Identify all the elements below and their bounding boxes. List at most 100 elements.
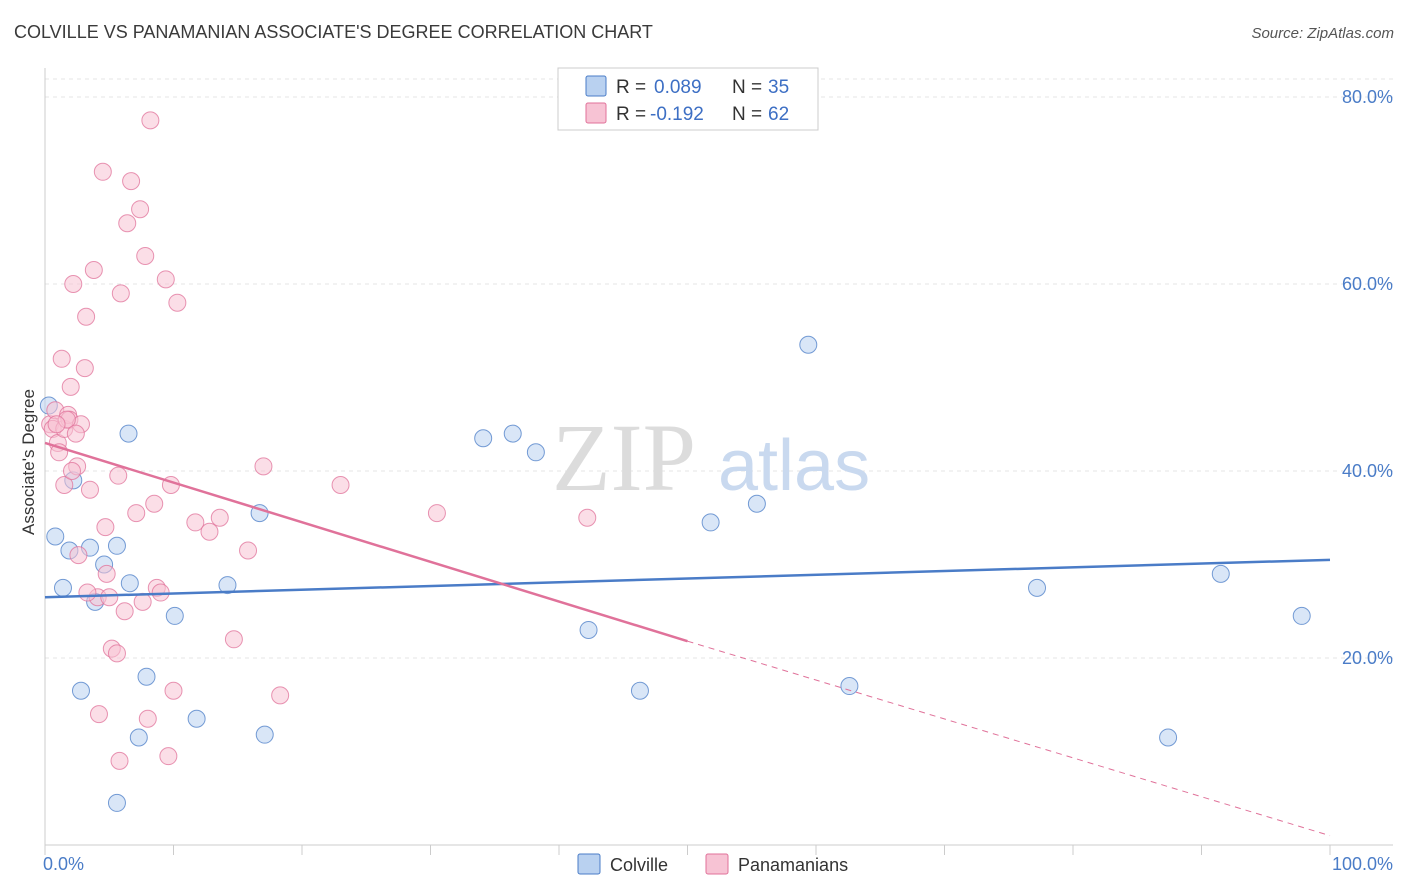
stats-legend-swatch-colville [585,75,607,97]
panamanians-point [75,359,94,378]
panamanians-point [136,246,155,265]
colville-point [630,681,649,700]
panamanians-point [64,275,83,293]
series-legend-swatch-colville [577,853,601,875]
colville-point [137,667,156,686]
stats-legend: R = 0.089 N = 35 R = -0.192 N = 62 [557,67,819,131]
stats-r-label-panamanians: R = [616,104,646,125]
panamanians-point [55,476,74,495]
panamanians-point [145,494,164,513]
y-tick-label: 60.0% [1342,274,1393,294]
colville-point [579,620,598,639]
series-legend-label-colville: Colville [610,855,668,875]
panamanians-point [109,466,128,485]
colville-point [107,536,126,555]
stats-n-label-panamanians: N = [732,104,762,125]
panamanians-point [80,480,99,499]
series-legend-label-panamanians: Panamanians [738,855,848,875]
panamanians-point [427,504,446,523]
watermark-atlas: atlas [718,426,870,506]
colville-point [53,578,72,597]
colville-point [503,424,522,443]
chart-source: Source: ZipAtlas.com [1251,25,1394,42]
panamanians-point [66,424,85,443]
y-tick-label: 80.0% [1342,87,1393,107]
panamanians-trend-extension [687,640,1331,837]
panamanians-point [89,705,108,724]
colville-point [255,725,274,744]
panamanians-point [239,541,258,560]
panamanians-point [62,462,81,480]
colville-point [1292,606,1311,625]
watermark-zip: ZIP [552,404,696,511]
panamanians-point [131,200,150,219]
stats-n-label-colville: N = [732,77,762,98]
stats-n-value-panamanians: 62 [768,104,789,125]
panamanians-point [271,686,290,705]
stats-r-value-colville: 0.089 [654,77,702,98]
points-layer [39,111,1311,812]
stats-legend-swatch-panamanians [585,102,607,124]
panamanians-point [47,415,66,434]
panamanians-point [133,592,152,611]
watermark: ZIP atlas [552,404,870,511]
x-tick-label-max: 100.0% [1332,854,1393,874]
colville-point [1028,578,1047,597]
panamanians-point [93,162,112,181]
chart-title: COLVILLE VS PANAMANIAN ASSOCIATE'S DEGRE… [14,22,653,42]
panamanians-point [254,457,273,476]
colville-point [187,709,206,728]
series-legend-swatch-panamanians [705,853,729,875]
panamanians-point [61,377,80,396]
panamanians-point [78,583,97,602]
axis-layer: 20.0% 40.0% 60.0% 80.0% 0.0% 100.0% [43,68,1393,874]
colville-point [840,677,859,696]
panamanians-point [110,751,129,770]
panamanians-point [107,644,126,663]
panamanians-point [52,349,71,368]
x-tick-label-min: 0.0% [43,854,84,874]
stats-r-label-colville: R = [616,77,646,98]
colville-point [526,443,545,462]
panamanians-point [331,476,350,495]
y-tick-label: 40.0% [1342,461,1393,481]
panamanians-point [97,564,116,583]
panamanians-point [164,681,183,700]
colville-point [71,681,90,700]
colville-point [799,335,818,354]
grid-layer [45,78,1393,659]
panamanians-point [138,709,157,728]
colville-point [218,576,237,595]
panamanians-point [159,747,178,766]
colville-point [1211,564,1230,583]
trend-layer [44,441,1331,837]
stats-r-value-panamanians: -0.192 [650,104,704,125]
colville-point [120,574,139,593]
colville-point [1159,728,1178,747]
panamanians-point [224,630,243,649]
colville-trend-line [44,558,1331,599]
y-tick-label: 20.0% [1342,648,1393,668]
panamanians-point [210,508,229,527]
panamanians-point [96,518,115,537]
colville-point [747,494,766,513]
panamanians-point [578,508,597,527]
panamanians-point [100,588,119,607]
panamanians-point [115,602,134,621]
y-axis-title: Associate's Degree [19,389,38,535]
panamanians-point [69,546,88,565]
colville-point [107,793,126,812]
series-legend: Colville Panamanians [577,853,848,875]
panamanians-point [118,214,137,233]
colville-point [129,728,148,747]
panamanians-point [122,172,141,191]
panamanians-point [77,307,96,326]
panamanians-point [156,270,175,289]
stats-n-value-colville: 35 [768,77,789,98]
panamanians-point [111,284,130,303]
panamanians-point [84,260,103,279]
colville-point [165,606,184,625]
colville-point [701,513,720,532]
colville-point [46,527,65,546]
